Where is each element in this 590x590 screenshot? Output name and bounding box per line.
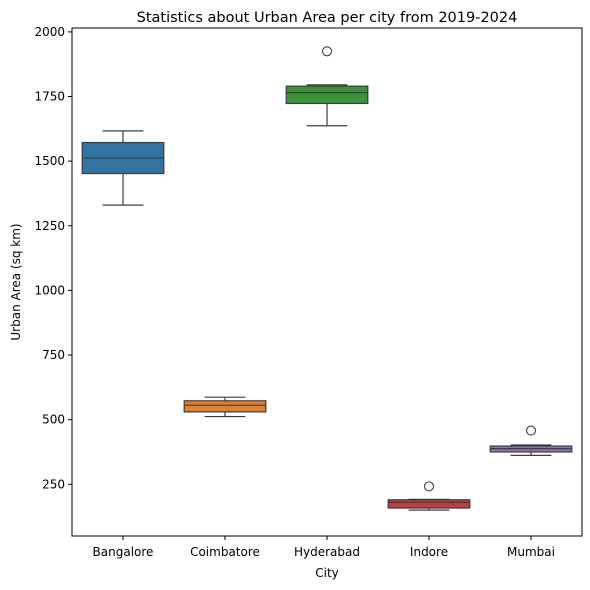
- y-tick-label: 1750: [34, 90, 65, 104]
- iqr-box: [285, 85, 369, 105]
- boxes-layer: [81, 46, 573, 511]
- plot-frame: [71, 27, 583, 537]
- outlier-point: [321, 46, 333, 57]
- outlier-point: [423, 481, 435, 492]
- x-tick-label: Hyderabad: [294, 545, 360, 559]
- outlier-point: [525, 425, 537, 436]
- x-axis-label: City: [315, 566, 339, 580]
- y-tick-label: 1250: [34, 219, 65, 233]
- iqr-box: [183, 400, 267, 413]
- x-tick-label: Bangalore: [93, 545, 154, 559]
- y-tick-label: 1000: [34, 283, 65, 297]
- chart-title: Statistics about Urban Area per city fro…: [137, 10, 518, 26]
- x-tick-label: Indore: [410, 545, 448, 559]
- x-tick-label: Coimbatore: [190, 545, 260, 559]
- box-hyderabad: [285, 46, 369, 127]
- box-mumbai: [489, 425, 573, 456]
- x-axis: Bangalore Coimbatore Hyderabad Indore Mumbai: [93, 536, 555, 559]
- iqr-box: [387, 499, 471, 509]
- y-tick-label: 2000: [34, 25, 65, 39]
- y-axis-label: Urban Area (sq km): [9, 223, 23, 340]
- box-bangalore: [81, 130, 165, 206]
- y-tick-label: 750: [42, 348, 65, 362]
- x-tick-label: Mumbai: [507, 545, 555, 559]
- y-tick-label: 250: [42, 477, 65, 491]
- box-indore: [387, 481, 471, 511]
- y-axis: 250 500 750 1000 1250 1500 1750 2000: [34, 25, 72, 491]
- y-tick-label: 1500: [34, 154, 65, 168]
- box-coimbatore: [183, 396, 267, 418]
- y-tick-label: 500: [42, 413, 65, 427]
